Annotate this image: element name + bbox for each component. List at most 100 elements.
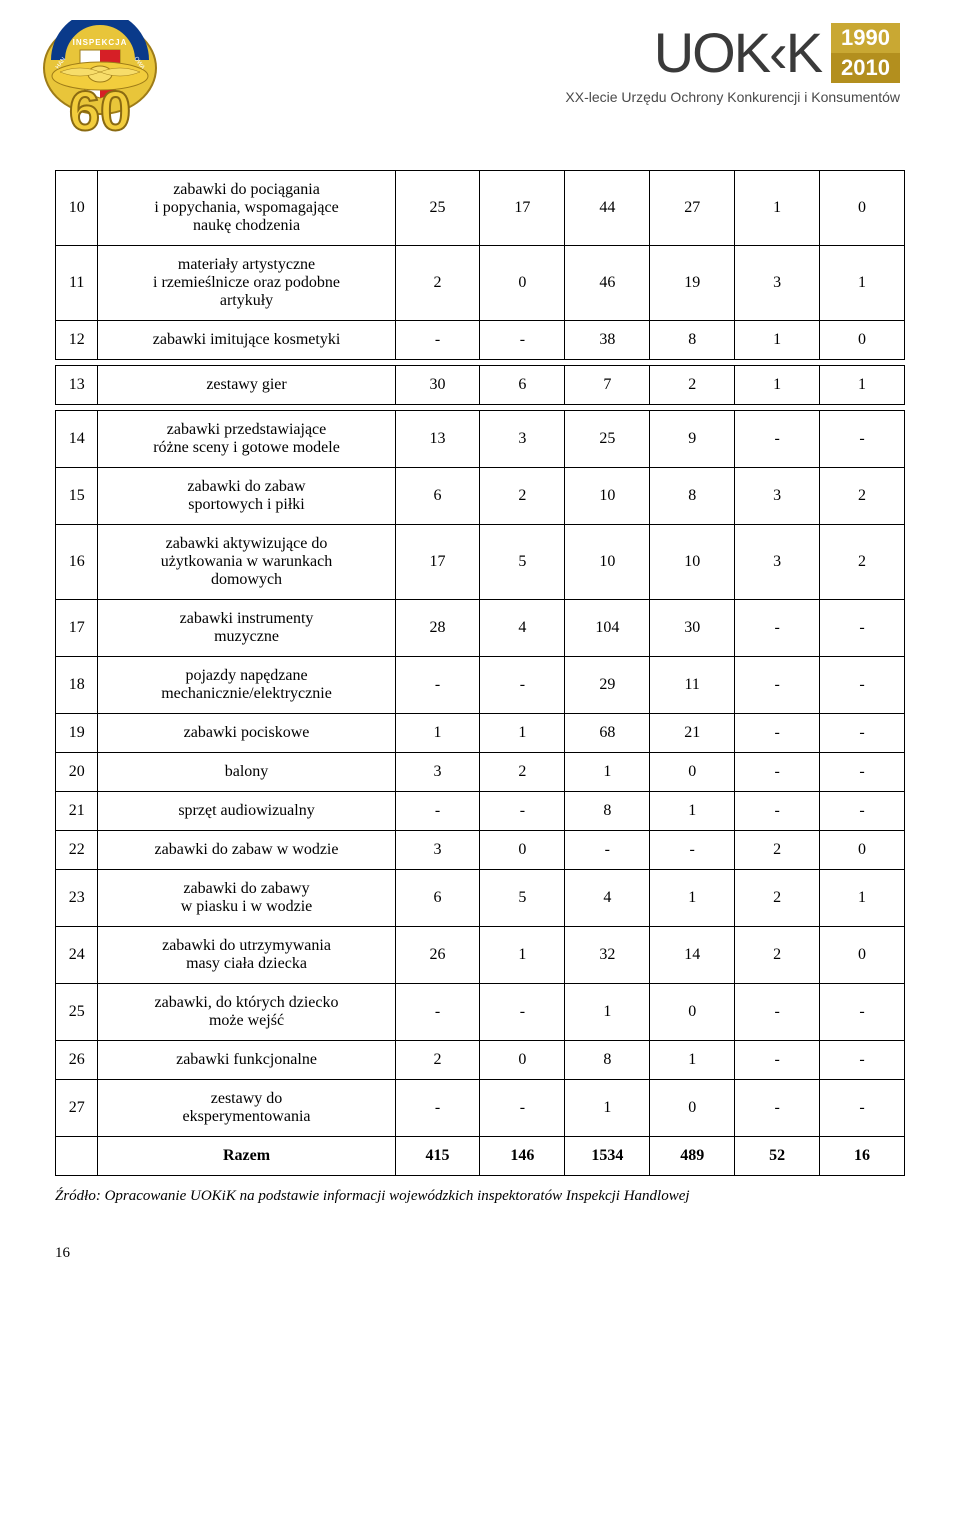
cell-value: 7 xyxy=(565,366,650,405)
cell-value: 1 xyxy=(565,984,650,1041)
row-label: zabawki do zabaw w wodzie xyxy=(98,831,395,870)
cell-value: 2 xyxy=(480,753,565,792)
cell-value: 25 xyxy=(395,171,480,246)
table-row: 22zabawki do zabaw w wodzie30--20 xyxy=(56,831,905,870)
row-label: zabawki funkcjonalne xyxy=(98,1041,395,1080)
cell-value: - xyxy=(735,1041,820,1080)
source-note: Źródło: Opracowanie UOKiK na podstawie i… xyxy=(55,1188,905,1205)
row-label: zabawki, do których dzieckomoże wejść xyxy=(98,984,395,1041)
cell-value: 0 xyxy=(820,927,905,984)
cell-value: - xyxy=(395,984,480,1041)
cell-value: 0 xyxy=(650,984,735,1041)
cell-value: - xyxy=(480,321,565,360)
cell-value: 17 xyxy=(480,171,565,246)
row-label: sprzęt audiowizualny xyxy=(98,792,395,831)
row-index: 13 xyxy=(56,366,98,405)
data-table: 10zabawki do pociąganiai popychania, wsp… xyxy=(55,170,905,1176)
cell-value: 1 xyxy=(565,1080,650,1137)
table-row: 23zabawki do zabawyw piasku i w wodzie65… xyxy=(56,870,905,927)
cell-value: - xyxy=(395,657,480,714)
cell-value: 1 xyxy=(735,321,820,360)
row-index: 21 xyxy=(56,792,98,831)
cell-value: - xyxy=(820,1041,905,1080)
cell-value: 1 xyxy=(820,366,905,405)
table-row: 13zestawy gier3067211 xyxy=(56,366,905,405)
row-index: 12 xyxy=(56,321,98,360)
row-index: 20 xyxy=(56,753,98,792)
row-label: zabawki aktywizujące doużytkowania w war… xyxy=(98,525,395,600)
cell-value: 1 xyxy=(480,714,565,753)
cell-value: 8 xyxy=(565,792,650,831)
cell-value: 9 xyxy=(650,411,735,468)
row-label: zabawki imitujące kosmetyki xyxy=(98,321,395,360)
cell-value: 1 xyxy=(565,753,650,792)
cell-value: 16 xyxy=(820,1137,905,1176)
cell-value: 1534 xyxy=(565,1137,650,1176)
year-top: 1990 xyxy=(831,23,900,53)
cell-value: 2 xyxy=(395,246,480,321)
row-label: zabawki do pociąganiai popychania, wspom… xyxy=(98,171,395,246)
cell-value: - xyxy=(650,831,735,870)
row-index: 18 xyxy=(56,657,98,714)
cell-value: - xyxy=(820,600,905,657)
table-row: 26zabawki funkcjonalne2081-- xyxy=(56,1041,905,1080)
cell-value: 6 xyxy=(395,870,480,927)
cell-value: - xyxy=(395,1080,480,1137)
year-bottom: 2010 xyxy=(831,53,900,83)
cell-value: 1 xyxy=(735,366,820,405)
cell-value: 0 xyxy=(820,321,905,360)
cell-value: 1 xyxy=(650,1041,735,1080)
cell-value: - xyxy=(480,1080,565,1137)
cell-value: 0 xyxy=(820,831,905,870)
row-label: zabawki do zabawsportowych i piłki xyxy=(98,468,395,525)
cell-value: 1 xyxy=(650,870,735,927)
cell-value: 8 xyxy=(650,468,735,525)
cell-value: 44 xyxy=(565,171,650,246)
cell-value: 2 xyxy=(735,870,820,927)
cell-value: 2 xyxy=(650,366,735,405)
table-row: 15zabawki do zabawsportowych i piłki6210… xyxy=(56,468,905,525)
cell-value: 3 xyxy=(735,525,820,600)
cell-value: 3 xyxy=(395,753,480,792)
cell-value: 26 xyxy=(395,927,480,984)
table-row: 24zabawki do utrzymywaniamasy ciała dzie… xyxy=(56,927,905,984)
cell-value: 0 xyxy=(480,831,565,870)
page-header: INSPEKCJA HAN OWA 60 UOK‹K 1990 2010 XX-… xyxy=(0,0,960,150)
cell-value: 11 xyxy=(650,657,735,714)
row-index: 22 xyxy=(56,831,98,870)
row-label: zabawki do zabawyw piasku i w wodzie xyxy=(98,870,395,927)
cell-value: - xyxy=(480,984,565,1041)
cell-value: 146 xyxy=(480,1137,565,1176)
cell-value: - xyxy=(480,657,565,714)
cell-value: 1 xyxy=(650,792,735,831)
table-row: 20balony3210-- xyxy=(56,753,905,792)
cell-value: 2 xyxy=(820,525,905,600)
row-label: zabawki przedstawiająceróżne sceny i got… xyxy=(98,411,395,468)
cell-value: 2 xyxy=(735,927,820,984)
cell-value: 6 xyxy=(395,468,480,525)
row-index: 25 xyxy=(56,984,98,1041)
row-index: 17 xyxy=(56,600,98,657)
cell-value: 3 xyxy=(735,246,820,321)
page-number: 16 xyxy=(55,1245,905,1262)
cell-value: - xyxy=(820,411,905,468)
row-index: 19 xyxy=(56,714,98,753)
row-label: zabawki instrumentymuzyczne xyxy=(98,600,395,657)
cell-value: 30 xyxy=(395,366,480,405)
total-row: Razem41514615344895216 xyxy=(56,1137,905,1176)
cell-value: 28 xyxy=(395,600,480,657)
row-index: 10 xyxy=(56,171,98,246)
cell-value: - xyxy=(820,792,905,831)
cell-value: - xyxy=(735,984,820,1041)
row-index xyxy=(56,1137,98,1176)
cell-value: 1 xyxy=(395,714,480,753)
uokik-logo: UOK‹K 1990 2010 XX-lecie Urzędu Ochrony … xyxy=(565,20,900,105)
cell-value: - xyxy=(820,984,905,1041)
cell-value: 4 xyxy=(565,870,650,927)
cell-value: 2 xyxy=(395,1041,480,1080)
row-label: zestawy gier xyxy=(98,366,395,405)
table-row: 18pojazdy napędzanemechanicznie/elektryc… xyxy=(56,657,905,714)
table-row: 10zabawki do pociąganiai popychania, wsp… xyxy=(56,171,905,246)
cell-value: - xyxy=(820,1080,905,1137)
cell-value: - xyxy=(820,753,905,792)
